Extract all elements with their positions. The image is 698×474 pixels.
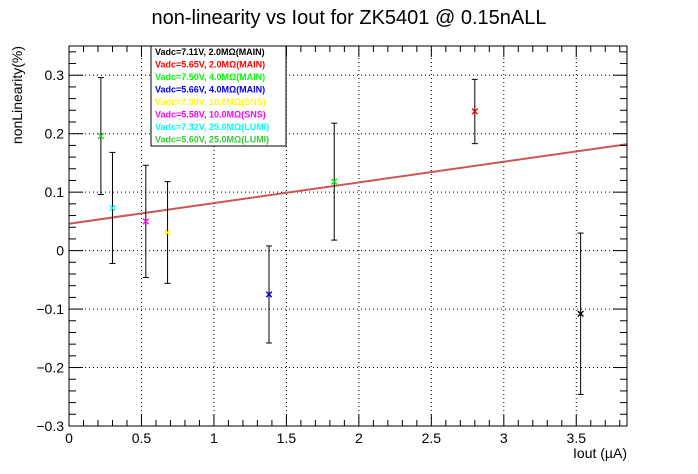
- y-tick-label: 0.2: [45, 126, 65, 142]
- legend-entry: Vadc=5.65V, 2.0MΩ(MAIN): [155, 60, 265, 70]
- data-point-6: [109, 204, 116, 212]
- chart-title: non-linearity vs Iout for ZK5401 @ 0.15n…: [152, 7, 547, 29]
- x-tick-label: 2.5: [422, 430, 442, 446]
- legend-entry: Vadc=7.11V, 2.0MΩ(MAIN): [155, 47, 265, 57]
- axis-ticks: [68, 46, 627, 427]
- plot-frame: [68, 45, 628, 427]
- legend-entry: Vadc=7.32V, 25.0MΩ(LUMI): [155, 122, 269, 132]
- x-tick-label: 0: [65, 430, 73, 446]
- legend-entry: Vadc=5.66V, 4.0MΩ(MAIN): [155, 85, 265, 95]
- x-tick-label: 3.5: [567, 430, 587, 446]
- marker-stroke: [142, 218, 150, 225]
- x-tick-label: 1.5: [277, 430, 297, 446]
- legend-box: [150, 45, 287, 147]
- legend-entry: Vadc=5.58V, 10.0MΩ(SNS): [155, 110, 266, 120]
- data-point-0: [577, 310, 584, 318]
- data-points: [97, 77, 584, 395]
- legend: Vadc=7.11V, 2.0MΩ(MAIN) Vadc=5.65V, 2.0MΩ…: [150, 45, 287, 147]
- fit-line-group: [68, 143, 628, 225]
- data-point-7: [97, 132, 105, 140]
- y-tick-label: −0.1: [36, 301, 64, 317]
- marker-stroke: [97, 132, 105, 140]
- x-tick-label: 3: [500, 430, 508, 446]
- marker-stroke: [330, 178, 338, 185]
- marker-stroke: [109, 204, 116, 212]
- x-tick-label: 2: [355, 430, 363, 446]
- y-tick-label: −0.3: [36, 418, 64, 434]
- data-point-2: [330, 178, 338, 185]
- y-tick-label: 0.3: [45, 67, 65, 83]
- y-axis-label: nonLinearity(%): [9, 46, 25, 144]
- y-tick-label: 0: [56, 243, 64, 259]
- marker-stroke: [164, 229, 171, 236]
- x-axis-label: Iout (µA): [573, 445, 627, 461]
- marker-stroke: [471, 108, 479, 115]
- y-tick-label: −0.2: [36, 360, 64, 376]
- data-point-3: [265, 291, 273, 298]
- fit-line: [68, 143, 628, 225]
- data-point-4: [164, 229, 171, 236]
- marker-stroke: [577, 310, 584, 318]
- marker-stroke: [265, 291, 273, 298]
- y-tick-label: 0.1: [45, 184, 65, 200]
- legend-entry: Vadc=7.50V, 4.0MΩ(MAIN): [155, 72, 265, 82]
- data-point-5: [142, 218, 150, 225]
- legend-entry: Vadc=7.00V, 10.0MΩ(SNS): [155, 97, 266, 107]
- data-point-1: [471, 108, 479, 115]
- x-tick-label: 1: [210, 430, 218, 446]
- legend-entry: Vadc=5.60V, 25.0MΩ(LUMI): [155, 135, 269, 145]
- plot-border: [68, 45, 628, 427]
- x-tick-label: 0.5: [132, 430, 152, 446]
- tick-labels: 0 0.5 1 1.5 2 2.5 3 3.5 −0.3 −0.2 −0.1 0 0.1 0.2 0.3: [36, 67, 586, 446]
